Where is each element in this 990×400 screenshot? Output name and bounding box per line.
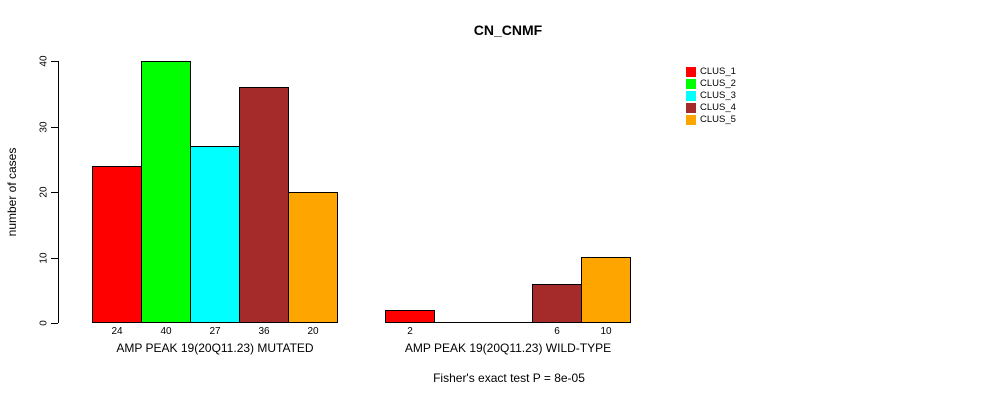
legend-item-clus_1: CLUS_1 (686, 66, 736, 78)
bar-value-label: 24 (111, 326, 123, 337)
bar-clus_3-group0 (190, 146, 240, 323)
bar-value-label: 20 (307, 326, 319, 337)
x-axis-baseline (385, 322, 631, 323)
y-axis-tick (51, 323, 58, 324)
bar-clus_4-group1 (532, 284, 582, 323)
legend-swatch-icon (686, 115, 696, 125)
legend-item-clus_3: CLUS_3 (686, 90, 736, 102)
legend-item-clus_5: CLUS_5 (686, 114, 736, 126)
legend-item-clus_4: CLUS_4 (686, 102, 736, 114)
y-axis-tick-label: 10 (38, 252, 50, 264)
y-axis-tick (51, 258, 58, 259)
legend-swatch-icon (686, 79, 696, 89)
bar-clus_1-group0 (92, 166, 142, 323)
legend: CLUS_1 CLUS_2 CLUS_3 CLUS_4 CLUS_5 (686, 66, 736, 126)
legend-label: CLUS_4 (700, 102, 736, 113)
x-group-label-mutated: AMP PEAK 19(20Q11.23) MUTATED (116, 341, 314, 355)
y-axis-label: number of cases (5, 147, 19, 237)
legend-swatch-icon (686, 91, 696, 101)
legend-label: CLUS_1 (700, 66, 736, 77)
bar-clus_2-group0 (141, 61, 191, 323)
bar-clus_5-group1 (581, 257, 631, 323)
legend-swatch-icon (686, 67, 696, 77)
y-axis-tick-label: 30 (38, 121, 50, 133)
legend-label: CLUS_2 (700, 78, 736, 89)
chart-title: CN_CNMF (473, 22, 543, 38)
bar-value-label: 27 (209, 326, 221, 337)
bar-clus_4-group0 (239, 87, 289, 323)
x-group-label-wild-type: AMP PEAK 19(20Q11.23) WILD-TYPE (404, 341, 612, 355)
bar-value-label: 10 (600, 326, 612, 337)
legend-label: CLUS_5 (700, 114, 736, 125)
y-axis-tick-label: 40 (38, 55, 50, 67)
bar-value-label: 2 (407, 326, 413, 337)
y-axis-tick (51, 192, 58, 193)
legend-label: CLUS_3 (700, 90, 736, 101)
y-axis-tick (51, 61, 58, 62)
y-axis-tick (51, 127, 58, 128)
bar-value-label: 36 (258, 326, 270, 337)
legend-swatch-icon (686, 103, 696, 113)
fisher-test-footnote: Fisher's exact test P = 8e-05 (433, 371, 585, 385)
y-axis-tick-label: 20 (38, 186, 50, 198)
bar-clus_1-group1 (385, 310, 435, 323)
y-axis-tick-label: 0 (38, 320, 50, 326)
bar-value-label: 40 (160, 326, 172, 337)
y-axis-line (58, 61, 59, 323)
bar-value-label: 6 (554, 326, 560, 337)
bar-clus_5-group0 (288, 192, 338, 323)
legend-item-clus_2: CLUS_2 (686, 78, 736, 90)
